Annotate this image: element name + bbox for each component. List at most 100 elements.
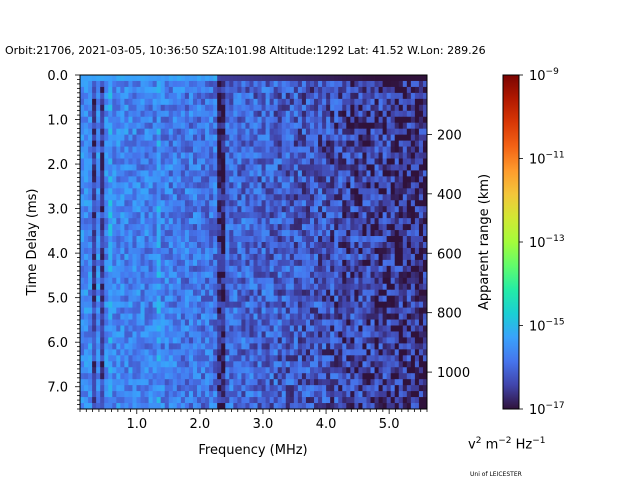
heatmap-cell (334, 164, 339, 171)
heatmap-cell (277, 271, 283, 279)
heatmap-cell (124, 75, 129, 82)
heatmap-cell (128, 98, 133, 106)
heatmap-cell (402, 206, 408, 213)
heatmap-cell (84, 128, 89, 136)
heatmap-cell (237, 277, 242, 285)
heatmap-cell (293, 403, 299, 410)
heatmap-cell (354, 134, 359, 141)
heatmap-cell (386, 385, 392, 392)
heatmap-cell (394, 206, 400, 213)
heatmap-cell (326, 349, 331, 356)
heatmap-cell (108, 337, 113, 344)
heatmap-cell (124, 295, 129, 303)
heatmap-cell (116, 92, 121, 100)
heatmap-cell (88, 176, 93, 183)
heatmap-cell (148, 98, 154, 106)
heatmap-cell (358, 367, 363, 374)
heatmap-cell (100, 122, 105, 130)
heatmap-cell (386, 313, 392, 320)
heatmap-cell (322, 373, 327, 380)
heatmap-cell (314, 152, 319, 159)
heatmap-cell (410, 122, 416, 130)
heatmap-cell (132, 247, 137, 255)
heatmap-cell (265, 319, 271, 326)
heatmap-cell (152, 164, 158, 171)
heatmap-cell (80, 116, 85, 124)
heatmap-cell (309, 230, 315, 237)
heatmap-cell (261, 92, 266, 100)
heatmap-cell (152, 236, 158, 243)
heatmap-cell (188, 373, 194, 380)
heatmap-cell (362, 325, 367, 332)
heatmap-cell (92, 224, 97, 231)
heatmap-cell (273, 331, 279, 338)
heatmap-cell (346, 194, 351, 201)
heatmap-cell (100, 295, 105, 303)
heatmap-cell (285, 403, 291, 410)
heatmap-cell (370, 236, 375, 243)
heatmap-cell (277, 152, 283, 159)
heatmap-cell (156, 230, 162, 237)
heatmap-cell (128, 206, 133, 213)
heatmap-cell (410, 212, 416, 219)
heatmap-cell (128, 218, 133, 225)
heatmap-cell (249, 92, 254, 100)
heatmap-cell (104, 176, 109, 183)
heatmap-cell (314, 236, 319, 243)
heatmap-cell (309, 206, 315, 213)
heatmap-cell (370, 212, 375, 219)
heatmap-cell (394, 194, 400, 201)
heatmap-cell (156, 259, 162, 267)
heatmap-cell (386, 110, 392, 118)
heatmap-cell (346, 170, 351, 177)
heatmap-cell (406, 230, 412, 237)
heatmap-cell (92, 361, 97, 368)
heatmap-cell (346, 146, 351, 153)
heatmap-cell (176, 385, 182, 392)
heatmap-cell (221, 182, 226, 189)
heatmap-cell (217, 194, 222, 201)
heatmap-cell (362, 92, 367, 100)
heatmap-cell (414, 391, 420, 398)
heatmap-cell (205, 152, 210, 159)
heatmap-cell (330, 206, 335, 213)
heatmap-cell (301, 75, 307, 82)
heatmap-cell (92, 218, 97, 225)
heatmap-cell (164, 122, 170, 130)
heatmap-cell (394, 355, 400, 362)
heatmap-cell (213, 224, 218, 231)
heatmap-cell (382, 301, 388, 308)
heatmap-cell (180, 289, 186, 297)
heatmap-cell (88, 152, 93, 159)
heatmap-cell (394, 373, 400, 380)
heatmap-cell (180, 313, 186, 320)
heatmap-cell (301, 319, 307, 326)
heatmap-cell (112, 385, 117, 392)
heatmap-cell (314, 134, 319, 141)
heatmap-cell (116, 110, 121, 118)
heatmap-cell (96, 236, 101, 243)
heatmap-cell (241, 397, 246, 404)
heatmap-cell (301, 391, 307, 398)
heatmap-cell (116, 194, 121, 201)
heatmap-cell (265, 176, 271, 183)
heatmap-cell (350, 158, 355, 165)
heatmap-cell (273, 170, 279, 177)
heatmap-cell (326, 122, 331, 130)
heatmap-cell (205, 361, 210, 368)
heatmap-cell (346, 116, 351, 124)
x-tick-label: 3.0 (253, 417, 274, 432)
heatmap-cell (229, 367, 234, 374)
heatmap-cell (281, 325, 287, 332)
heatmap-cell (176, 259, 182, 267)
heatmap-cell (112, 122, 117, 130)
heatmap-cell (148, 379, 154, 386)
heatmap-cell (334, 295, 339, 303)
heatmap-cell (80, 200, 85, 207)
heatmap-cell (273, 397, 279, 404)
heatmap-cell (410, 134, 416, 141)
heatmap-cell (346, 265, 351, 273)
heatmap-cell (410, 379, 416, 386)
heatmap-cell (289, 206, 295, 213)
heatmap-cell (390, 164, 396, 171)
